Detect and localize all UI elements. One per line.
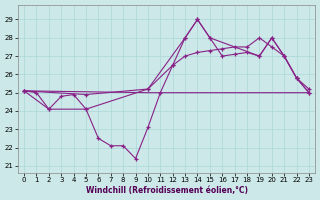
X-axis label: Windchill (Refroidissement éolien,°C): Windchill (Refroidissement éolien,°C): [85, 186, 248, 195]
